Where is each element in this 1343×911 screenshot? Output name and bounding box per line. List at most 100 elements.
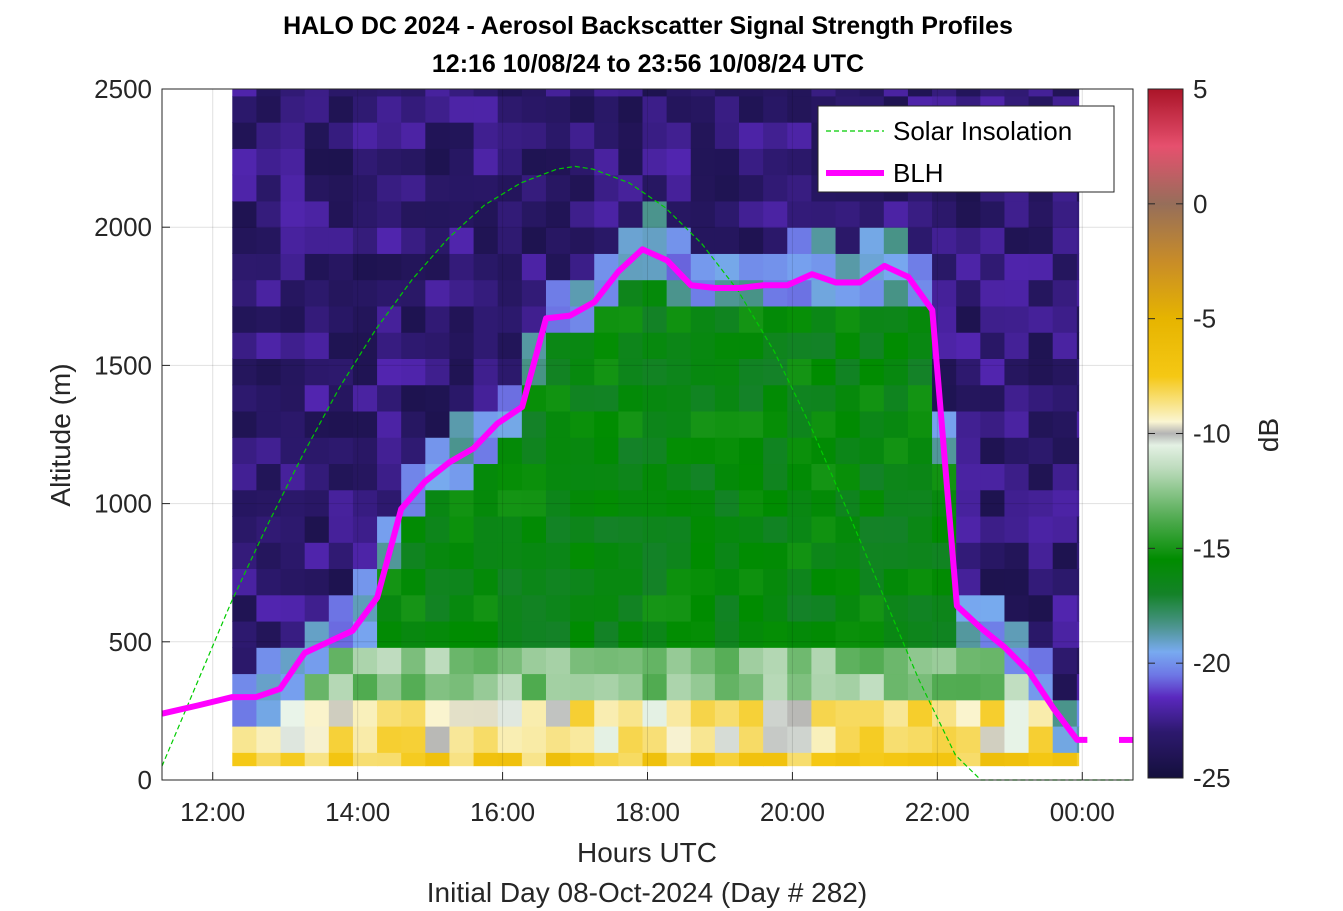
- heatmap-cell: [449, 594, 475, 622]
- heatmap-cell: [232, 542, 257, 570]
- heatmap-cell: [570, 516, 595, 543]
- heatmap-cell: [497, 253, 523, 281]
- heatmap-cell: [883, 200, 909, 228]
- heatmap-cell: [449, 174, 475, 202]
- heatmap-cell: [907, 253, 933, 281]
- heatmap-cell: [352, 411, 378, 438]
- heatmap-cell: [1076, 358, 1080, 386]
- heatmap-cell: [473, 305, 499, 333]
- heatmap-cell: [280, 516, 306, 543]
- heatmap-cell: [425, 95, 450, 123]
- heatmap-cell: [232, 200, 257, 228]
- heatmap-cell: [570, 752, 595, 767]
- heatmap-cell: [642, 594, 668, 622]
- heatmap-cell: [328, 227, 354, 254]
- heatmap-cell: [1076, 699, 1080, 727]
- heatmap-cell: [232, 148, 257, 176]
- heatmap-cell: [545, 227, 571, 254]
- heatmap-cell: [1028, 332, 1054, 359]
- heatmap-cell: [545, 463, 571, 491]
- heatmap-cell: [932, 253, 957, 281]
- heatmap-cell: [304, 463, 330, 491]
- heatmap-cell: [763, 148, 788, 176]
- heatmap-cell: [352, 463, 378, 491]
- x-tick-label: 16:00: [470, 797, 535, 827]
- heatmap-cell: [883, 279, 909, 307]
- heatmap-cell: [232, 437, 257, 465]
- heatmap-cell: [932, 89, 957, 97]
- heatmap-cell: [280, 752, 306, 767]
- heatmap-cell: [328, 673, 354, 701]
- heatmap-cell: [811, 89, 837, 97]
- heatmap-cell: [570, 647, 595, 675]
- heatmap-cell: [1028, 542, 1054, 570]
- heatmap-cell: [1028, 411, 1054, 438]
- heatmap-cell: [352, 726, 378, 753]
- heatmap-cell: [377, 647, 402, 675]
- heatmap-cell: [377, 279, 402, 307]
- heatmap-cell: [594, 305, 619, 333]
- heatmap-cell: [642, 411, 668, 438]
- heatmap-cell: [570, 95, 595, 123]
- heatmap-cell: [907, 489, 933, 517]
- heatmap-cell: [835, 542, 861, 570]
- heatmap-cell: [956, 516, 981, 543]
- heatmap-cell: [618, 122, 644, 149]
- heatmap-cell: [328, 279, 354, 307]
- heatmap-cell: [618, 489, 644, 517]
- heatmap-cell: [473, 621, 499, 648]
- heatmap-cell: [352, 516, 378, 543]
- heatmap-cell: [787, 542, 812, 570]
- heatmap-cell: [449, 227, 475, 254]
- heatmap-cell: [666, 673, 692, 701]
- heatmap-cell: [570, 568, 595, 596]
- heatmap-cell: [521, 95, 547, 123]
- heatmap-cell: [377, 621, 402, 648]
- heatmap-cell: [618, 621, 644, 648]
- heatmap-cell: [449, 489, 475, 517]
- heatmap-cell: [304, 411, 330, 438]
- heatmap-cell: [545, 516, 571, 543]
- heatmap-cell: [980, 699, 1005, 727]
- heatmap-cell: [763, 621, 788, 648]
- heatmap-cell: [497, 95, 523, 123]
- heatmap-cell: [425, 411, 450, 438]
- heatmap-cell: [690, 227, 716, 254]
- heatmap-cell: [545, 594, 571, 622]
- heatmap-cell: [570, 594, 595, 622]
- heatmap-cell: [787, 568, 812, 596]
- heatmap-cell: [473, 673, 499, 701]
- heatmap-cell: [545, 89, 571, 97]
- heatmap-cell: [352, 568, 378, 596]
- heatmap-cell: [280, 332, 306, 359]
- heatmap-cell: [545, 122, 571, 149]
- heatmap-cell: [570, 227, 595, 254]
- heatmap-cell: [763, 411, 788, 438]
- heatmap-cell: [352, 542, 378, 570]
- heatmap-cell: [1028, 621, 1054, 648]
- heatmap-cell: [1052, 568, 1078, 596]
- heatmap-cell: [883, 594, 909, 622]
- heatmap-cell: [473, 384, 499, 412]
- heatmap-cell: [1076, 305, 1080, 333]
- heatmap-cell: [666, 647, 692, 675]
- heatmap-cell: [570, 200, 595, 228]
- blh-line: [161, 246, 1088, 743]
- x-tick-label: 00:00: [1050, 797, 1115, 827]
- heatmap-cell: [811, 621, 837, 648]
- heatmap-cell: [859, 227, 885, 254]
- heatmap-cell: [1028, 253, 1054, 281]
- heatmap-cell: [473, 516, 499, 543]
- heatmap-cell: [497, 463, 523, 491]
- heatmap-cell: [328, 699, 354, 727]
- heatmap-cell: [521, 726, 547, 753]
- heatmap-cell: [256, 148, 282, 176]
- heatmap-cell: [787, 647, 812, 675]
- heatmap-cell: [787, 200, 812, 228]
- heatmap-cell: [473, 332, 499, 359]
- heatmap-cell: [1028, 89, 1054, 97]
- heatmap-cell: [256, 542, 282, 570]
- heatmap-cell: [763, 752, 788, 767]
- heatmap-cell: [714, 279, 740, 307]
- heatmap-cell: [690, 621, 716, 648]
